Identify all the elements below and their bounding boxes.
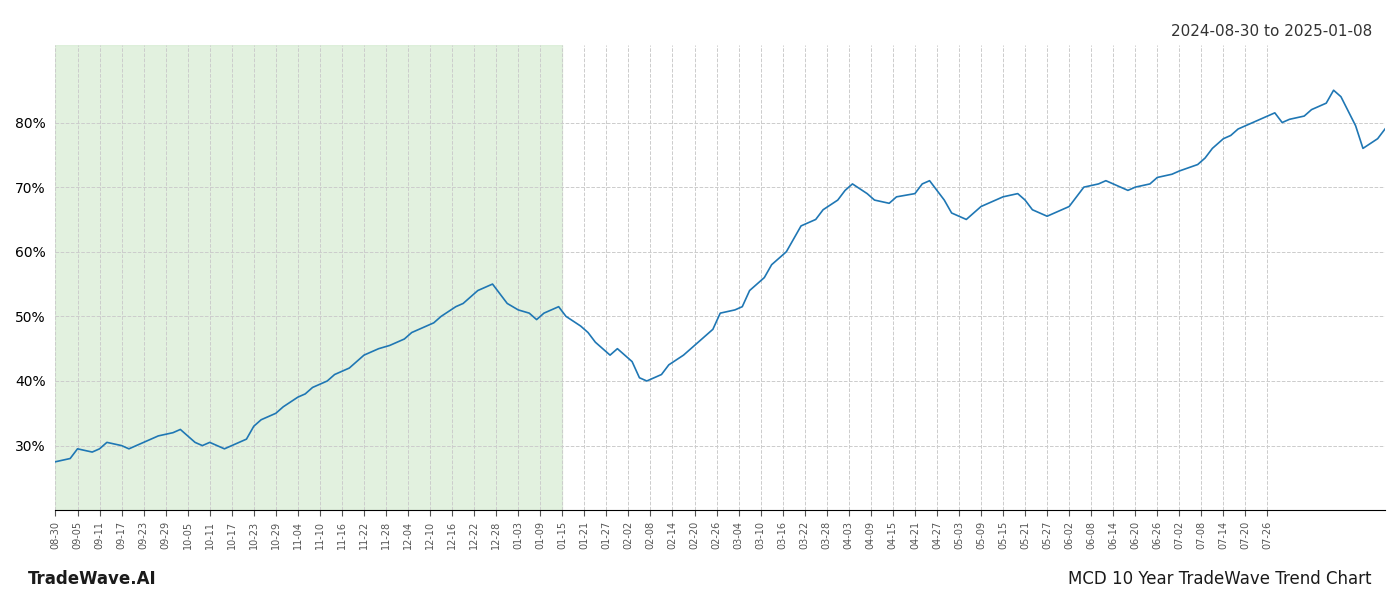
Text: 2024-08-30 to 2025-01-08: 2024-08-30 to 2025-01-08	[1170, 24, 1372, 39]
Bar	[56, 45, 563, 510]
Text: MCD 10 Year TradeWave Trend Chart: MCD 10 Year TradeWave Trend Chart	[1068, 570, 1372, 588]
Text: TradeWave.AI: TradeWave.AI	[28, 570, 157, 588]
